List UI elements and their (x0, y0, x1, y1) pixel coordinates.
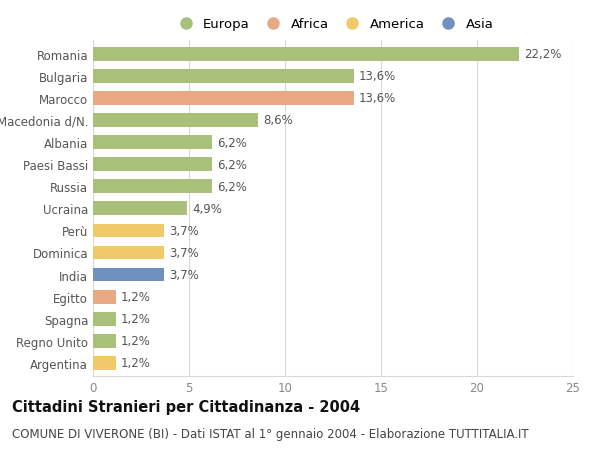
Bar (93, 224, 164, 238)
Text: 6,2%: 6,2% (217, 136, 247, 149)
Bar (93, 356, 116, 370)
Bar (93, 202, 187, 216)
Bar (93, 290, 116, 304)
Bar (93, 312, 116, 326)
Text: 1,2%: 1,2% (121, 313, 151, 325)
Text: 6,2%: 6,2% (217, 180, 247, 193)
Text: 8,6%: 8,6% (263, 114, 293, 127)
Bar (93, 334, 116, 348)
Text: 3,7%: 3,7% (169, 246, 199, 259)
Bar (93, 70, 354, 84)
Text: Cittadini Stranieri per Cittadinanza - 2004: Cittadini Stranieri per Cittadinanza - 2… (12, 399, 360, 414)
Bar (93, 92, 354, 106)
Bar (93, 246, 164, 260)
Text: 4,9%: 4,9% (192, 202, 222, 215)
Bar (93, 136, 212, 150)
Text: 13,6%: 13,6% (359, 70, 396, 83)
Bar (93, 268, 164, 282)
Text: 6,2%: 6,2% (217, 158, 247, 171)
Legend: Europa, Africa, America, Asia: Europa, Africa, America, Asia (173, 18, 493, 31)
Text: 13,6%: 13,6% (359, 92, 396, 105)
Bar (93, 48, 519, 62)
Text: 3,7%: 3,7% (169, 269, 199, 281)
Text: 1,2%: 1,2% (121, 357, 151, 369)
Text: 3,7%: 3,7% (169, 224, 199, 237)
Text: 22,2%: 22,2% (524, 48, 562, 61)
Bar (93, 180, 212, 194)
Text: 1,2%: 1,2% (121, 291, 151, 303)
Text: COMUNE DI VIVERONE (BI) - Dati ISTAT al 1° gennaio 2004 - Elaborazione TUTTITALI: COMUNE DI VIVERONE (BI) - Dati ISTAT al … (12, 427, 529, 440)
Text: 1,2%: 1,2% (121, 335, 151, 347)
Bar (93, 158, 212, 172)
Bar (93, 114, 258, 128)
